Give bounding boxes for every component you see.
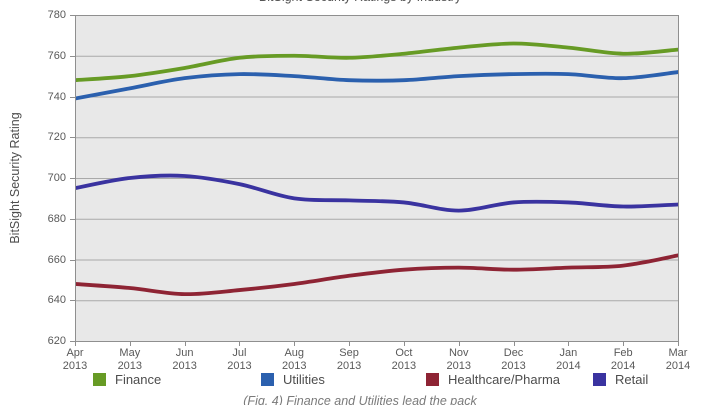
y-tick-label: 700 [47,172,66,184]
x-tick-mark [75,342,76,346]
chart-title: BitSight Security Ratings by Industry [0,0,720,5]
x-tick-mark [458,342,460,346]
legend-swatch [426,373,439,386]
series-line-utilities [75,70,679,101]
x-tick-label: Dec 2013 [501,347,526,372]
figure-caption: (Fig. 4) Finance and Utilities lead the … [243,394,477,405]
y-tick-label: 720 [47,131,66,144]
legend-label: Healthcare/Pharma [448,372,560,387]
x-tick-label: Jun 2013 [172,347,197,372]
series-line-healthcare-pharma [75,253,679,297]
y-tick-label: 740 [47,90,66,103]
y-tick-mark [70,96,75,98]
series-line-finance [75,41,679,83]
x-tick-mark [349,342,351,346]
x-tick-label: Feb 2014 [610,347,636,372]
x-tick-mark [294,342,296,346]
x-tick-mark [623,342,625,346]
y-tick-mark [70,55,75,57]
y-tick-label: 780 [47,9,66,21]
y-tick-mark [70,300,75,302]
legend-swatch [93,373,106,386]
x-tick-mark [129,342,131,346]
x-tick-label: Sep 2013 [336,347,362,372]
y-tick-label: 660 [47,253,66,266]
y-tick-label: 760 [47,49,66,62]
x-tick-label: Jan 2014 [556,347,581,372]
y-tick-mark [70,15,75,16]
x-tick-label: Oct 2013 [391,347,417,372]
legend-swatch [261,373,274,386]
y-tick-label: 620 [47,335,66,347]
x-tick-label: Apr 2013 [62,347,88,372]
legend-swatch [593,373,606,386]
x-tick-label: Jul 2013 [227,347,252,372]
y-tick-mark [70,178,75,179]
y-tick-label: 680 [47,212,66,225]
y-tick-mark [70,341,75,342]
plot-border [75,15,679,342]
plot-area [75,15,679,342]
legend-label: Retail [615,372,649,387]
y-tick-mark [70,218,75,220]
x-tick-label: Mar 2014 [665,347,691,372]
legend: Finance Utilities Healthcare/Pharma Retail [0,373,720,391]
y-tick-mark [70,137,75,139]
series-line-retail [75,173,679,213]
x-tick-mark [239,342,241,346]
x-tick-mark [403,342,405,346]
x-tick-mark [678,342,679,346]
y-tick-label: 640 [47,294,66,307]
x-tick-label: Nov 2013 [446,347,471,372]
legend-label: Finance [115,372,162,387]
y-tick-mark [70,259,75,261]
x-tick-mark [568,342,570,346]
x-tick-mark [184,342,186,346]
legend-label: Utilities [283,372,325,387]
x-tick-mark [513,342,515,346]
x-tick-label: May 2013 [117,347,143,372]
x-tick-label: Aug 2013 [282,347,307,372]
